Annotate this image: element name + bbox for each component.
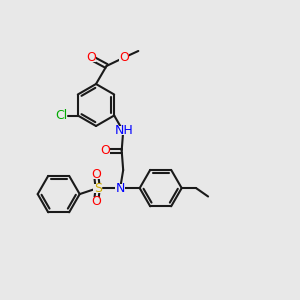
Text: O: O bbox=[119, 51, 129, 64]
FancyBboxPatch shape bbox=[100, 146, 110, 155]
FancyBboxPatch shape bbox=[119, 53, 129, 62]
Text: S: S bbox=[94, 182, 102, 195]
FancyBboxPatch shape bbox=[92, 170, 101, 179]
Text: O: O bbox=[100, 144, 110, 157]
FancyBboxPatch shape bbox=[116, 184, 125, 193]
Text: O: O bbox=[91, 195, 101, 208]
FancyBboxPatch shape bbox=[86, 53, 96, 62]
Text: O: O bbox=[86, 51, 96, 64]
Text: Cl: Cl bbox=[55, 109, 68, 122]
FancyBboxPatch shape bbox=[92, 197, 101, 206]
Text: O: O bbox=[91, 168, 101, 181]
Text: NH: NH bbox=[115, 124, 134, 137]
FancyBboxPatch shape bbox=[119, 126, 129, 135]
FancyBboxPatch shape bbox=[93, 184, 103, 193]
Text: N: N bbox=[116, 182, 125, 195]
FancyBboxPatch shape bbox=[56, 111, 66, 120]
